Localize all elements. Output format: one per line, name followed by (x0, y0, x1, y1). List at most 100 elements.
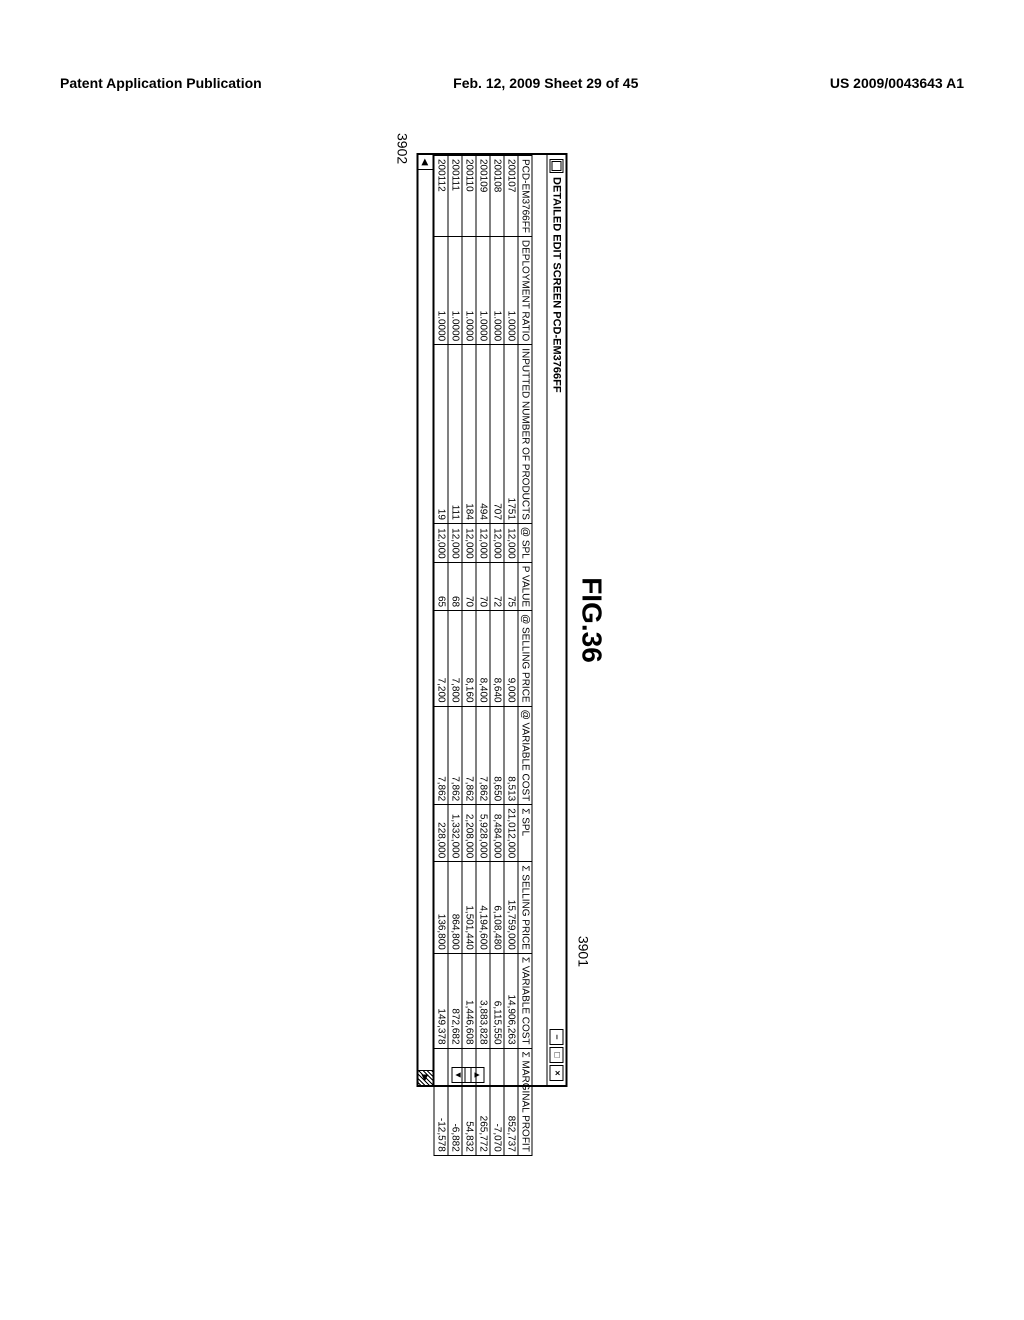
table-cell[interactable]: 7,862 (448, 706, 462, 805)
table-cell[interactable]: 265,772 (476, 1048, 490, 1155)
col-sum-spl: Σ SPL (518, 805, 532, 862)
table-cell[interactable]: 15,759,000 (504, 862, 518, 954)
col-p-value: P VALUE (518, 562, 532, 610)
table-cell[interactable]: 136,800 (434, 862, 448, 954)
table-cell[interactable]: 184 (462, 345, 476, 524)
table-row[interactable]: 2001071.0000175112,000759,0008,51321,012… (504, 156, 518, 1156)
col-num-products: INPUTTED NUMBER OF PRODUCTS (518, 345, 532, 524)
scroll-left-icon[interactable]: ◀ (419, 155, 433, 170)
table-cell[interactable]: 1751 (504, 345, 518, 524)
table-cell[interactable]: 8,160 (462, 611, 476, 707)
table-cell[interactable]: 12,000 (476, 523, 490, 562)
table-header-row: PCD-EM3766FF DEPLOYMENT RATIO INPUTTED N… (518, 156, 532, 1156)
col-at-spl: @ SPL (518, 523, 532, 562)
table-cell[interactable]: -6,882 (448, 1048, 462, 1155)
table-cell[interactable]: 12,000 (490, 523, 504, 562)
table-cell[interactable]: 7,862 (476, 706, 490, 805)
titlebar: DETAILED EDIT SCREEN PCD-EM3766FF – □ × (547, 155, 566, 1085)
table-cell[interactable]: 1.0000 (476, 236, 490, 344)
scroll-down-icon[interactable]: ▼ (453, 1068, 466, 1082)
maximize-button[interactable]: □ (550, 1047, 564, 1063)
table-cell[interactable]: 8,400 (476, 611, 490, 707)
data-table: PCD-EM3766FF DEPLOYMENT RATIO INPUTTED N… (434, 155, 533, 1156)
table-cell[interactable]: 12,000 (504, 523, 518, 562)
table-cell[interactable]: 872,682 (448, 953, 462, 1048)
scroll-up-icon[interactable]: ▲ (471, 1068, 484, 1082)
table-cell[interactable]: 2,208,000 (462, 805, 476, 862)
col-sum-variable-cost: Σ VARIABLE COST (518, 953, 532, 1048)
table-cell[interactable]: 75 (504, 562, 518, 610)
table-cell[interactable]: 1.0000 (462, 236, 476, 344)
minimize-button[interactable]: – (550, 1029, 564, 1045)
table-cell[interactable]: 12,000 (462, 523, 476, 562)
table-cell[interactable]: 65 (434, 562, 448, 610)
table-row[interactable]: 2001121.00001912,000657,2007,862228,0001… (434, 156, 448, 1156)
table-cell[interactable]: 72 (490, 562, 504, 610)
table-cell[interactable]: 6,115,550 (490, 953, 504, 1048)
table-cell[interactable]: 70 (462, 562, 476, 610)
table-cell[interactable]: 12,000 (434, 523, 448, 562)
table-cell[interactable]: 1,446,608 (462, 953, 476, 1048)
table-cell[interactable]: 21,012,000 (504, 805, 518, 862)
table-cell[interactable]: 3,883,828 (476, 953, 490, 1048)
table-cell[interactable]: 14,906,263 (504, 953, 518, 1048)
table-cell[interactable]: 200111 (448, 156, 462, 237)
table-cell[interactable]: 111 (448, 345, 462, 524)
table-cell[interactable]: 70 (476, 562, 490, 610)
header-center: Feb. 12, 2009 Sheet 29 of 45 (453, 75, 638, 91)
table-cell[interactable]: 7,862 (434, 706, 448, 805)
horizontal-scrollbar[interactable]: ◀ ▶ (419, 155, 434, 1085)
window-controls: – □ × (550, 1029, 564, 1081)
table-cell[interactable]: 200112 (434, 156, 448, 237)
table-cell[interactable]: 1.0000 (434, 236, 448, 344)
table-row[interactable]: 2001081.000070712,000728,6408,6508,484,0… (490, 156, 504, 1156)
col-at-variable-cost: @ VARIABLE COST (518, 706, 532, 805)
table-cell[interactable]: -7,070 (490, 1048, 504, 1155)
table-cell[interactable]: 9,000 (504, 611, 518, 707)
table-cell[interactable]: 54,832 (462, 1048, 476, 1155)
col-product: PCD-EM3766FF (518, 156, 532, 237)
table-cell[interactable]: 12,000 (448, 523, 462, 562)
table-cell[interactable]: 8,650 (490, 706, 504, 805)
patent-header: Patent Application Publication Feb. 12, … (0, 0, 1024, 91)
table-cell[interactable]: 707 (490, 345, 504, 524)
table-cell[interactable]: 200107 (504, 156, 518, 237)
table-cell[interactable]: 1,332,000 (448, 805, 462, 862)
table-cell[interactable]: 1,501,440 (462, 862, 476, 954)
table-cell[interactable]: 864,800 (448, 862, 462, 954)
table-cell[interactable]: 6,108,480 (490, 862, 504, 954)
col-deployment-ratio: DEPLOYMENT RATIO (518, 236, 532, 344)
table-cell[interactable]: 5,928,000 (476, 805, 490, 862)
table-cell[interactable]: 68 (448, 562, 462, 610)
table-cell[interactable]: 1.0000 (504, 236, 518, 344)
table-cell[interactable]: 852,737 (504, 1048, 518, 1155)
table-cell[interactable]: 7,200 (434, 611, 448, 707)
table-cell[interactable]: 494 (476, 345, 490, 524)
table-cell[interactable]: 1.0000 (448, 236, 462, 344)
table-row[interactable]: 2001111.000011112,000687,8007,8621,332,0… (448, 156, 462, 1156)
table-cell[interactable]: 7,800 (448, 611, 462, 707)
table-cell[interactable]: 8,640 (490, 611, 504, 707)
table-cell[interactable]: 228,000 (434, 805, 448, 862)
callout-3902: 3902 (395, 133, 411, 164)
resize-grip-icon[interactable] (419, 1070, 434, 1085)
table-cell[interactable]: 200108 (490, 156, 504, 237)
table-cell[interactable]: 200110 (462, 156, 476, 237)
col-at-selling-price: @ SELLING PRICE (518, 611, 532, 707)
table-cell[interactable]: -12,578 (434, 1048, 448, 1155)
table-row[interactable]: 2001101.000018412,000708,1607,8622,208,0… (462, 156, 476, 1156)
table-cell[interactable]: 19 (434, 345, 448, 524)
table-row[interactable]: 2001091.000049412,000708,4007,8625,928,0… (476, 156, 490, 1156)
vertical-scrollbar[interactable]: ▲ ▼ (452, 1067, 485, 1083)
table-cell[interactable]: 149,378 (434, 953, 448, 1048)
table-cell[interactable]: 8,484,000 (490, 805, 504, 862)
close-button[interactable]: × (550, 1065, 564, 1081)
table-cell[interactable]: 200109 (476, 156, 490, 237)
table-cell[interactable]: 8,513 (504, 706, 518, 805)
table-cell[interactable]: 7,862 (462, 706, 476, 805)
table-cell[interactable]: 4,194,600 (476, 862, 490, 954)
window-icon (550, 159, 564, 173)
hscroll-track[interactable] (419, 170, 433, 1070)
col-sum-selling-price: Σ SELLING PRICE (518, 862, 532, 954)
table-cell[interactable]: 1.0000 (490, 236, 504, 344)
